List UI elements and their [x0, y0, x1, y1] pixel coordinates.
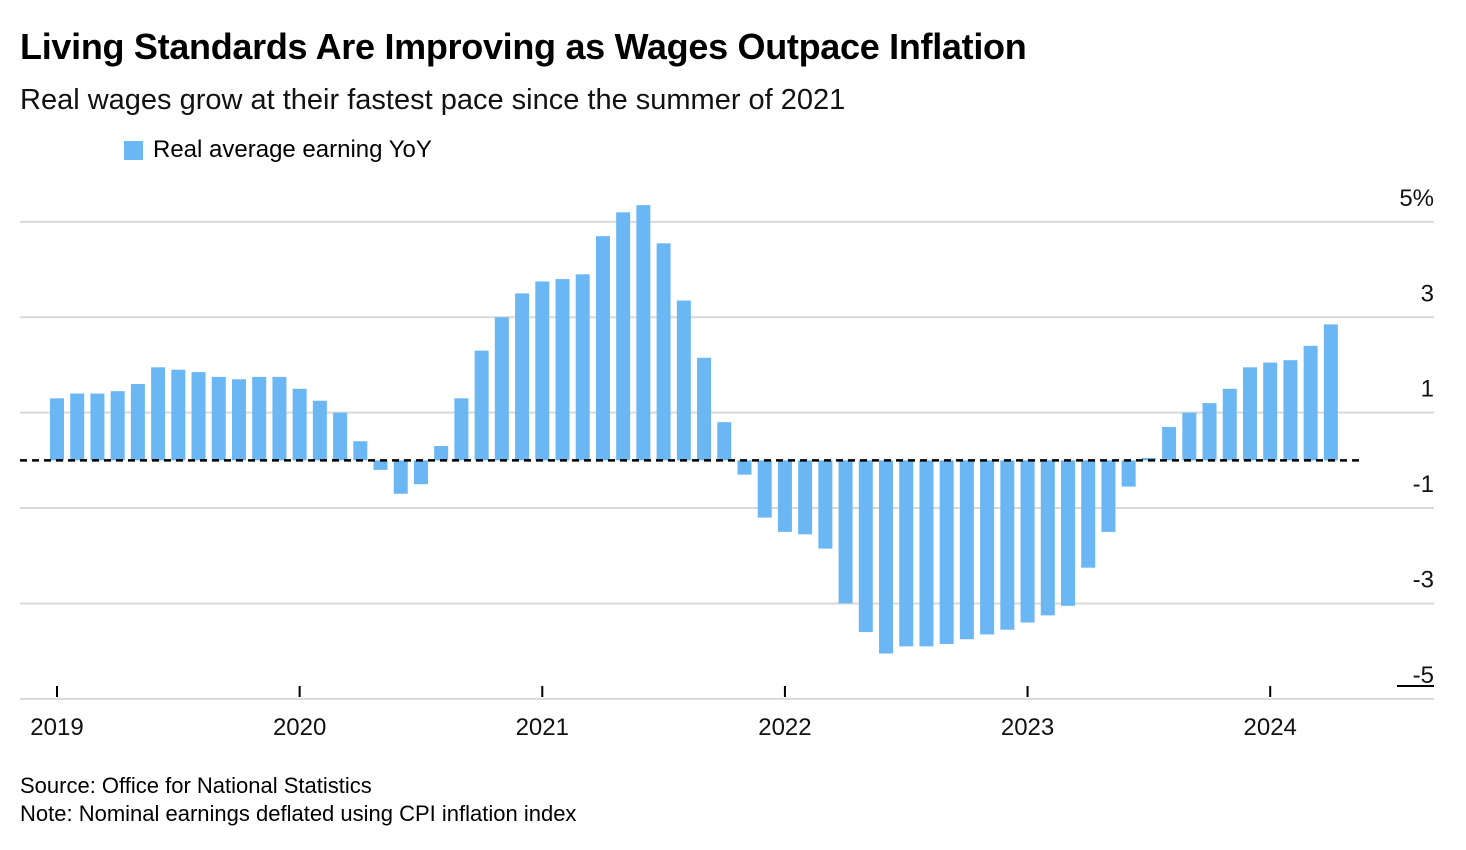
bar [494, 317, 509, 461]
bar [90, 393, 105, 461]
bar [858, 460, 873, 633]
bar [1000, 460, 1015, 630]
x-tick-label: 2021 [516, 714, 569, 741]
bar [1222, 388, 1237, 461]
bar [1283, 360, 1298, 461]
bar [575, 274, 590, 461]
bar [1202, 403, 1217, 461]
bar [737, 460, 752, 475]
source-note: Source: Office for National Statistics [20, 773, 372, 798]
bar [676, 300, 691, 461]
bar [171, 369, 186, 461]
x-tick-label: 2022 [758, 714, 811, 741]
zero-line-group [20, 459, 1434, 687]
bar [1061, 460, 1075, 606]
bar [312, 400, 327, 461]
bar [1121, 460, 1136, 487]
bar [292, 388, 307, 461]
bar [879, 460, 894, 654]
bar [757, 460, 772, 518]
bar [333, 412, 348, 461]
bar [1162, 426, 1177, 461]
y-tick-label: -1 [1413, 471, 1434, 498]
bar [1081, 460, 1096, 568]
y-tick-label: -5 [1413, 662, 1434, 689]
legend-label: Real average earning YoY [153, 136, 432, 163]
bar [474, 350, 489, 461]
bar [1182, 412, 1197, 461]
bar [1040, 460, 1055, 616]
bar [191, 372, 206, 461]
bar [130, 384, 145, 461]
bar [939, 460, 954, 644]
bars [50, 205, 1338, 654]
bar [515, 293, 530, 461]
bar [656, 243, 671, 461]
bar [595, 236, 610, 461]
bar [777, 460, 792, 532]
y-tick-label: 5% [1399, 185, 1434, 212]
x-tick-label: 2019 [30, 714, 83, 741]
bar [980, 460, 995, 635]
bar [616, 212, 631, 461]
x-axis-ticks: 2019 2020 2021 2022 2023 2024 [30, 686, 1297, 741]
bar [1242, 367, 1257, 461]
bar [50, 398, 64, 461]
bar [151, 367, 166, 461]
x-tick-label: 2024 [1244, 714, 1297, 741]
bar [959, 460, 974, 640]
footer: Source: Office for National Statistics N… [20, 772, 576, 828]
bar [272, 376, 287, 461]
bar [919, 460, 934, 647]
bar [373, 460, 388, 470]
bar [1323, 324, 1338, 461]
y-axis-labels: 5% 3 1 -1 -3 -5 [1399, 185, 1434, 689]
x-tick-label: 2020 [273, 714, 326, 741]
legend-swatch [124, 140, 143, 160]
bar [393, 460, 408, 494]
bar [697, 357, 712, 461]
footnote: Note: Nominal earnings deflated using CP… [20, 801, 577, 826]
bar [717, 422, 732, 461]
bar [1020, 460, 1035, 623]
bar [636, 205, 651, 461]
y-tick-label: -3 [1413, 566, 1434, 593]
bar [353, 441, 368, 461]
chart-title: Living Standards Are Improving as Wages … [20, 26, 1027, 67]
bar [454, 398, 469, 461]
legend: Real average earning YoY [124, 136, 432, 164]
x-tick-label: 2023 [1001, 714, 1054, 741]
bar [899, 460, 914, 647]
bar [252, 376, 267, 461]
bar [211, 376, 226, 461]
chart-subtitle: Real wages grow at their fastest pace si… [20, 84, 846, 116]
bar [434, 446, 449, 461]
bar [231, 379, 246, 461]
y-tick-label: 1 [1421, 376, 1434, 403]
bar [798, 460, 813, 535]
bar [413, 460, 428, 485]
bar [110, 391, 125, 461]
bar [1263, 362, 1278, 461]
bar [838, 460, 853, 604]
y-tick-label: 3 [1421, 280, 1434, 307]
bar [535, 281, 550, 461]
bar [555, 279, 570, 461]
bar-chart-plot: 5% 3 1 -1 -3 -5 2019 2020 2021 2022 2023 2024 [20, 185, 1434, 741]
bar [1101, 460, 1116, 532]
bar [818, 460, 833, 549]
bar [1303, 345, 1318, 461]
bar [70, 393, 85, 461]
